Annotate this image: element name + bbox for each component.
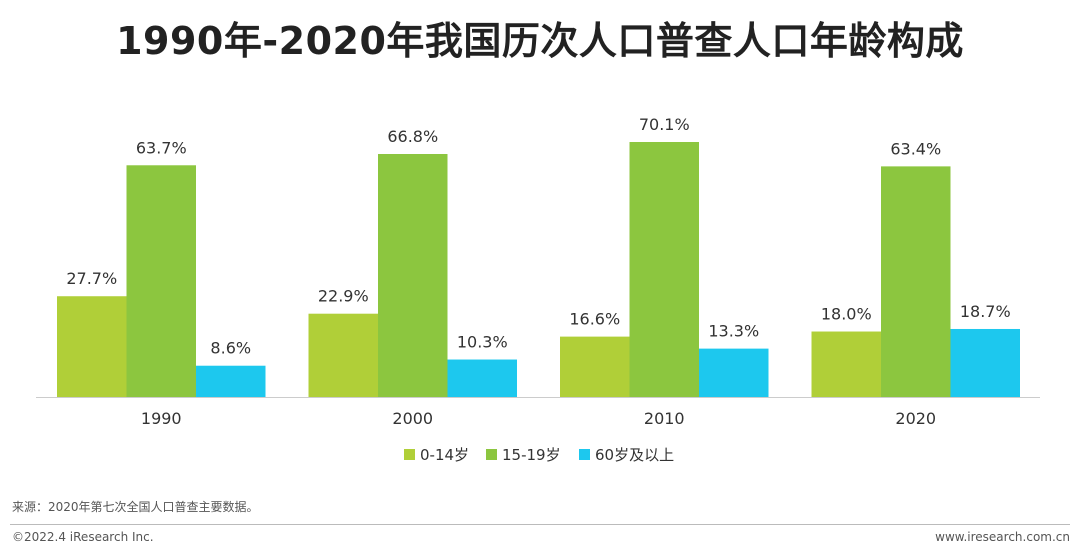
bar-2020-series-1 (811, 331, 881, 397)
data-label: 22.9% (318, 287, 369, 306)
legend-label: 0-14岁 (420, 446, 469, 464)
bar-chart: 27.7% 63.7% 8.6% 1990 22.9% 66.8% 10.3% 2000 16.… (36, 115, 1040, 464)
bar-2020-series-2 (881, 166, 951, 397)
data-label: 63.4% (890, 139, 941, 158)
bar-2000-series-3 (447, 359, 517, 397)
data-label: 63.7% (136, 138, 187, 157)
x-tick-label: 1990 (141, 409, 182, 428)
data-label: 27.7% (66, 269, 117, 288)
data-label: 8.6% (210, 339, 251, 358)
legend-label: 15-19岁 (502, 446, 561, 464)
bar-1990-series-3 (196, 365, 266, 397)
data-label: 18.7% (960, 302, 1011, 321)
bar-1990-series-1 (57, 296, 127, 397)
legend-label: 60岁及以上 (595, 446, 674, 464)
legend-swatch (404, 449, 415, 460)
bar-2010-series-1 (560, 336, 630, 397)
bar-2010-series-3 (699, 348, 769, 397)
bar-1990-series-2 (126, 165, 196, 397)
bar-2000-series-2 (378, 154, 448, 397)
bar-2000-series-1 (308, 313, 378, 397)
legend-swatch (486, 449, 497, 460)
data-label: 18.0% (821, 305, 872, 324)
data-label: 66.8% (387, 127, 438, 146)
legend-swatch (579, 449, 590, 460)
source-note: 来源：2020年第七次全国人口普查主要数据。 (12, 500, 259, 514)
chart-title: 1990年-2020年我国历次人口普查人口年龄构成 (116, 19, 964, 63)
copyright-text: ©2022.4 iResearch Inc. (12, 530, 154, 544)
data-label: 16.6% (569, 310, 620, 329)
footer-divider (10, 524, 1070, 525)
bar-2010-series-2 (629, 142, 699, 397)
data-label: 70.1% (639, 115, 690, 134)
website-link[interactable]: www.iresearch.com.cn (935, 530, 1070, 544)
x-tick-label: 2010 (644, 409, 685, 428)
data-label: 13.3% (708, 322, 759, 341)
x-tick-label: 2020 (895, 409, 936, 428)
data-label: 10.3% (457, 333, 508, 352)
bar-2020-series-3 (950, 328, 1020, 397)
x-tick-label: 2000 (392, 409, 433, 428)
